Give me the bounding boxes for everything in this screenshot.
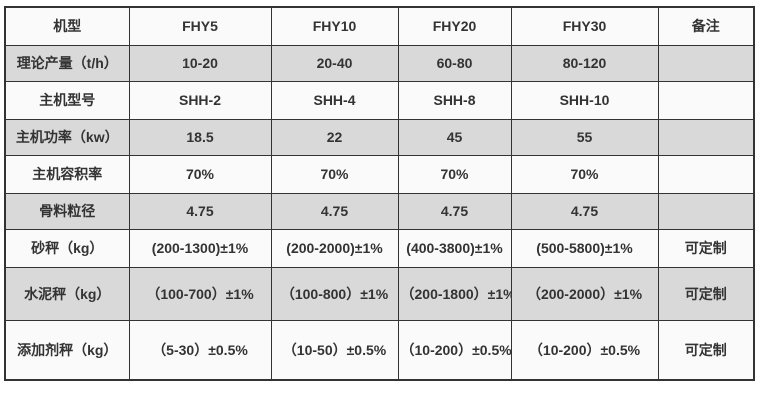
spec-value: 80-120 [510,44,659,82]
header-row: 机型 FHY5 FHY10 FHY20 FHY30 备注 [4,6,755,46]
spec-value: (200-2000)±1% [270,228,399,268]
machine-spec-table: 机型 FHY5 FHY10 FHY20 FHY30 备注 理论产量（t/h） 1… [4,6,755,381]
spec-value: 4.75 [128,192,272,230]
spec-row-additive-scale: 添加剂秤（kg） （5-30）±0.5% （10-50）±0.5% （10-20… [4,319,755,381]
header-cell-model-type: 机型 [4,6,130,46]
header-cell-fhy5: FHY5 [128,6,272,46]
row-label: 骨料粒径 [4,192,130,230]
spec-value: 70% [397,154,512,194]
row-label: 主机型号 [4,80,130,120]
spec-row-host-power: 主机功率（kw） 18.5 22 45 55 [4,118,755,156]
spec-value: (400-3800)±1% [397,228,512,268]
note-cell: 可定制 [657,319,755,381]
spec-value: 70% [128,154,272,194]
spec-value: (200-1300)±1% [128,228,272,268]
spec-value: 70% [510,154,659,194]
spec-value: 70% [270,154,399,194]
spec-value: 22 [270,118,399,156]
header-cell-remark: 备注 [657,6,755,46]
spec-row-host-model: 主机型号 SHH-2 SHH-4 SHH-8 SHH-10 [4,80,755,120]
row-label: 主机容积率 [4,154,130,194]
spec-row-cement-scale: 水泥秤（kg） （100-700）±1% （100-800）±1% （200-1… [4,266,755,321]
spec-value: （10-50）±0.5% [270,319,399,381]
spec-value: SHH-2 [128,80,272,120]
note-cell [657,80,755,120]
row-label: 主机功率（kw） [4,118,130,156]
spec-value: 20-40 [270,44,399,82]
row-label: 理论产量（t/h） [4,44,130,82]
spec-value: （10-200）±0.5% [510,319,659,381]
note-cell: 可定制 [657,266,755,321]
spec-value: （5-30）±0.5% [128,319,272,381]
spec-value: 4.75 [510,192,659,230]
spec-row-volume-ratio: 主机容积率 70% 70% 70% 70% [4,154,755,194]
spec-value: SHH-4 [270,80,399,120]
spec-value: SHH-8 [397,80,512,120]
spec-row-sand-scale: 砂秤（kg） (200-1300)±1% (200-2000)±1% (400-… [4,228,755,268]
note-cell [657,118,755,156]
header-cell-fhy20: FHY20 [397,6,512,46]
spec-value: 4.75 [397,192,512,230]
spec-value: 4.75 [270,192,399,230]
spec-value: 60-80 [397,44,512,82]
spec-value: (500-5800)±1% [510,228,659,268]
row-label: 砂秤（kg） [4,228,130,268]
spec-value: SHH-10 [510,80,659,120]
note-cell [657,192,755,230]
note-cell [657,44,755,82]
spec-table-wrapper: 机型 FHY5 FHY10 FHY20 FHY30 备注 理论产量（t/h） 1… [4,6,755,381]
spec-value: 55 [510,118,659,156]
spec-value: （100-700）±1% [128,266,272,321]
note-cell [657,154,755,194]
row-label: 添加剂秤（kg） [4,319,130,381]
spec-value: （100-800）±1% [270,266,399,321]
header-cell-fhy10: FHY10 [270,6,399,46]
spec-value: 45 [397,118,512,156]
spec-row-aggregate-size: 骨料粒径 4.75 4.75 4.75 4.75 [4,192,755,230]
spec-value: （200-2000）±1% [510,266,659,321]
note-cell: 可定制 [657,228,755,268]
spec-value: 10-20 [128,44,272,82]
row-label: 水泥秤（kg） [4,266,130,321]
spec-value: 18.5 [128,118,272,156]
spec-row-throughput: 理论产量（t/h） 10-20 20-40 60-80 80-120 [4,44,755,82]
header-cell-fhy30: FHY30 [510,6,659,46]
spec-value: （10-200）±0.5% [397,319,512,381]
spec-value: （200-1800）±1% [397,266,512,321]
